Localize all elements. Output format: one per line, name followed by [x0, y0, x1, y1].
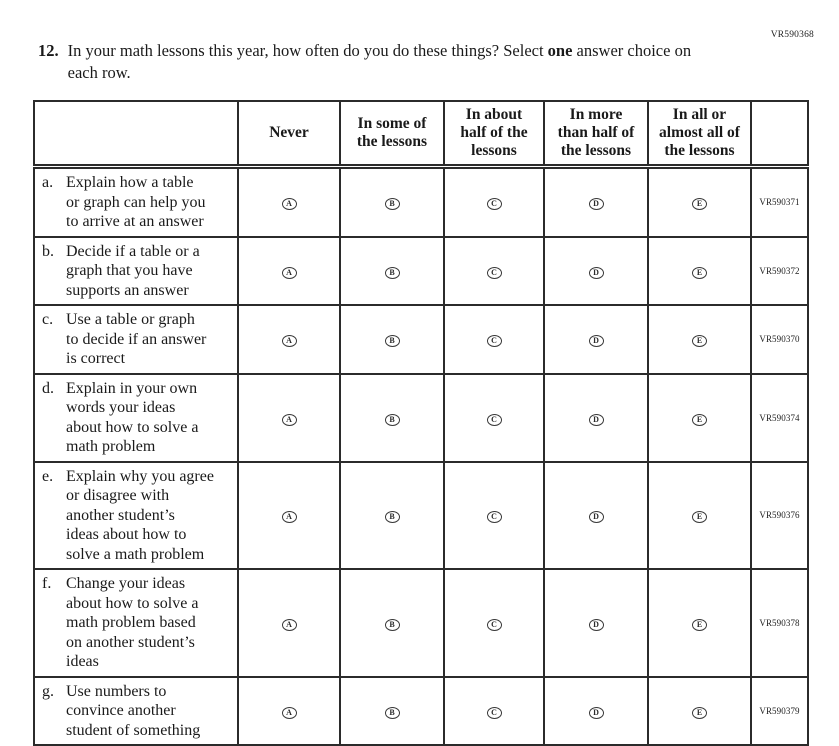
bubble-e-never[interactable]: A	[281, 511, 297, 524]
question-text-end: answer choice on each row.	[67, 41, 692, 82]
table-row-b: b. Decide if a table or a graph that you…	[33, 235, 809, 306]
row-label: Change your ideas about how to solve a m…	[66, 575, 199, 670]
bubble-g-more-than-half[interactable]: D	[588, 706, 604, 719]
col-header-all-lessons: In all or almost all of the lessons	[647, 100, 752, 169]
row-label-cell: f. Change your ideas about how to solve …	[33, 568, 239, 678]
row-label: Explain in your own words your ideas abo…	[66, 379, 199, 456]
table-row-d: d. Explain in your own words your ideas …	[33, 372, 809, 463]
bubble-b-more-than-half[interactable]: D	[588, 266, 604, 279]
bubble-d-all[interactable]: E	[692, 413, 707, 426]
row-label-cell: d. Explain in your own words your ideas …	[33, 372, 239, 463]
bubble-a-more-than-half[interactable]: D	[588, 198, 604, 211]
row-letter: d.	[42, 379, 54, 397]
row-label-cell: a. Explain how a table or graph can help…	[33, 165, 239, 238]
col-header-more-than-half: In more than half of the lessons	[543, 100, 649, 169]
bubble-a-some[interactable]: B	[384, 198, 400, 211]
bubble-d-never[interactable]: A	[281, 413, 297, 426]
vr-code: VR590371	[750, 165, 809, 238]
table-row-e: e. Explain why you agree or disagree wit…	[33, 460, 809, 570]
question: 12. In your math lessons this year, how …	[38, 40, 716, 84]
col-header-some-lessons: In some of the lessons	[339, 100, 445, 169]
row-letter: b.	[42, 242, 54, 260]
row-letter: e.	[42, 467, 54, 485]
question-number: 12.	[38, 41, 59, 60]
bubble-g-never[interactable]: A	[281, 706, 297, 719]
bubble-d-some[interactable]: B	[384, 413, 400, 426]
table-row-c: c. Use a table or graph to decide if an …	[33, 304, 809, 375]
bubble-f-never[interactable]: A	[281, 618, 297, 631]
vr-code: VR590372	[750, 235, 809, 306]
bubble-b-all[interactable]: E	[692, 266, 707, 279]
bubble-e-some[interactable]: B	[384, 511, 400, 524]
bubble-c-more-than-half[interactable]: D	[588, 335, 604, 348]
bubble-b-some[interactable]: B	[384, 266, 400, 279]
bubble-f-all[interactable]: E	[692, 618, 707, 631]
row-label-cell: e. Explain why you agree or disagree wit…	[33, 460, 239, 570]
row-letter: c.	[42, 311, 54, 328]
row-label: Decide if a table or a graph that you ha…	[66, 242, 200, 299]
table-row-a: a. Explain how a table or graph can help…	[33, 165, 809, 238]
row-letter: g.	[42, 682, 54, 700]
bubble-f-about-half[interactable]: C	[486, 618, 502, 631]
row-label-cell: c. Use a table or graph to decide if an …	[33, 304, 239, 375]
bubble-c-some[interactable]: B	[384, 335, 400, 348]
bubble-c-all[interactable]: E	[692, 335, 707, 348]
vr-code: VR590378	[750, 568, 809, 678]
table-row-f: f. Change your ideas about how to solve …	[33, 568, 809, 678]
header-row: Never In some of the lessons In about ha…	[33, 100, 809, 169]
bubble-d-about-half[interactable]: C	[486, 413, 502, 426]
row-letter: f.	[42, 575, 52, 592]
form-code: VR590368	[770, 30, 814, 40]
question-text-start: In your math lessons this year, how ofte…	[67, 41, 548, 60]
row-label-cell: b. Decide if a table or a graph that you…	[33, 235, 239, 306]
vr-code: VR590379	[750, 675, 809, 746]
table-row-g: g. Use numbers to convince another stude…	[33, 675, 809, 746]
bubble-g-some[interactable]: B	[384, 706, 400, 719]
bubble-b-about-half[interactable]: C	[486, 266, 502, 279]
vr-code: VR590376	[750, 460, 809, 570]
bubble-b-never[interactable]: A	[281, 266, 297, 279]
bubble-c-never[interactable]: A	[281, 335, 297, 348]
col-header-never: Never	[237, 100, 341, 169]
question-bold-word: one	[547, 41, 573, 60]
vr-code: VR590374	[750, 372, 809, 463]
question-text: In your math lessons this year, how ofte…	[68, 40, 716, 84]
bubble-f-some[interactable]: B	[384, 618, 400, 631]
row-letter: a.	[42, 174, 54, 191]
bubble-e-all[interactable]: E	[692, 511, 707, 524]
bubble-d-more-than-half[interactable]: D	[588, 413, 604, 426]
row-label: Explain how a table or graph can help yo…	[66, 174, 206, 230]
col-header-blank	[33, 100, 239, 169]
bubble-a-all[interactable]: E	[692, 198, 707, 211]
bubble-c-about-half[interactable]: C	[486, 335, 502, 348]
bubble-g-all[interactable]: E	[692, 706, 707, 719]
bubble-e-about-half[interactable]: C	[486, 511, 502, 524]
vr-code: VR590370	[750, 304, 809, 375]
answer-grid: Never In some of the lessons In about ha…	[33, 100, 809, 746]
row-label-cell: g. Use numbers to convince another stude…	[33, 675, 239, 746]
bubble-g-about-half[interactable]: C	[486, 706, 502, 719]
row-label: Explain why you agree or disagree with a…	[66, 467, 214, 563]
bubble-a-about-half[interactable]: C	[486, 198, 502, 211]
bubble-f-more-than-half[interactable]: D	[588, 618, 604, 631]
bubble-e-more-than-half[interactable]: D	[588, 511, 604, 524]
col-header-about-half: In about half of the lessons	[443, 100, 545, 169]
bubble-a-never[interactable]: A	[281, 198, 297, 211]
col-header-code	[750, 100, 809, 169]
row-label: Use numbers to convince another student …	[66, 682, 201, 739]
row-label: Use a table or graph to decide if an ans…	[66, 311, 207, 367]
